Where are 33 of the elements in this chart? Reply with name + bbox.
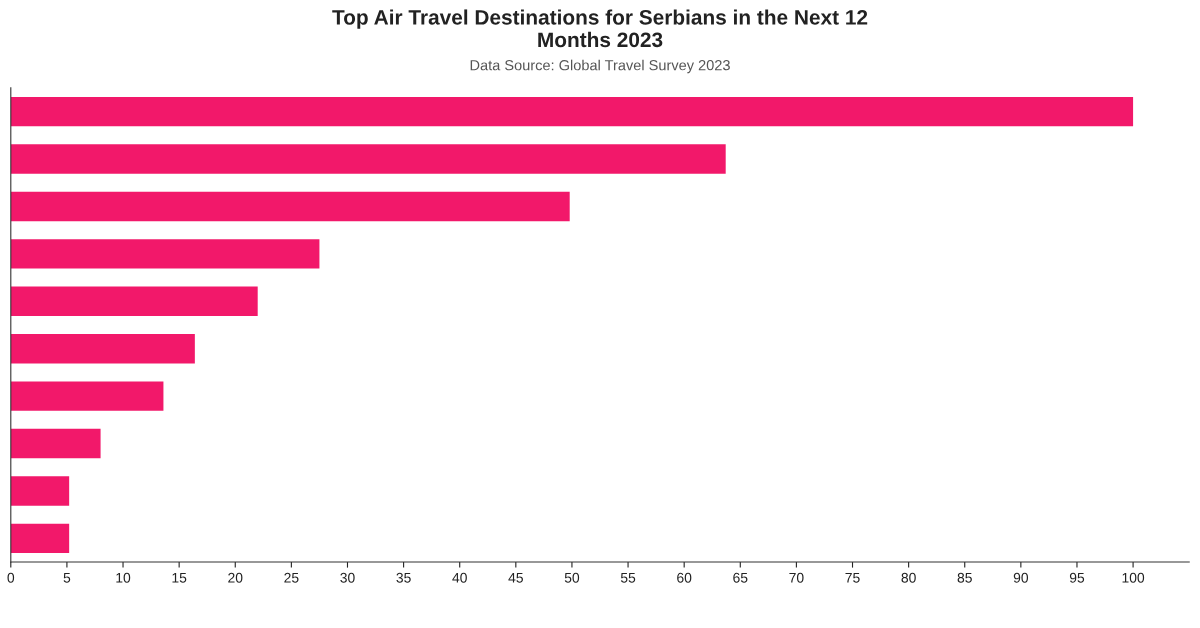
x-tick-label: 40: [452, 572, 467, 583]
x-tick-label: 35: [396, 572, 411, 583]
x-tick-label: 95: [1069, 572, 1085, 583]
x-tick-label: 25: [284, 572, 299, 583]
x-tick-label: 20: [228, 572, 243, 583]
x-tick-label: 60: [677, 572, 692, 583]
chart-title: Top Air Travel Destinations for Serbians in the Next 12 Months 2023: [332, 9, 868, 48]
x-tick-label: 100: [1122, 572, 1145, 583]
x-tick-label: 45: [508, 572, 523, 583]
x-tick-label: 15: [172, 572, 187, 583]
x-tick-label: 90: [1013, 572, 1029, 583]
bar: [10, 381, 164, 411]
bar: [10, 144, 726, 174]
x-tick-label: 30: [340, 572, 355, 583]
bar: [10, 523, 70, 554]
x-tick-label: 70: [789, 572, 804, 583]
x-tick-label: 50: [564, 572, 580, 583]
bar: [10, 286, 258, 316]
x-tick-label: 80: [901, 572, 916, 583]
x-tick-label: 65: [733, 572, 748, 583]
x-tick-label: 0: [7, 572, 15, 583]
x-tick-label: 85: [957, 572, 972, 583]
bar: [10, 334, 195, 364]
x-tick-label: 75: [845, 572, 860, 583]
bar: [10, 476, 70, 506]
x-tick-label: 10: [116, 572, 131, 583]
chart-subtitle: Data Source: Global Travel Survey 2023: [470, 59, 730, 74]
bar: [10, 191, 570, 222]
bar: [10, 96, 1134, 127]
bar: [10, 428, 101, 459]
bar: [10, 239, 320, 269]
x-tick-label: 55: [620, 572, 636, 583]
x-tick-label: 5: [63, 572, 71, 583]
